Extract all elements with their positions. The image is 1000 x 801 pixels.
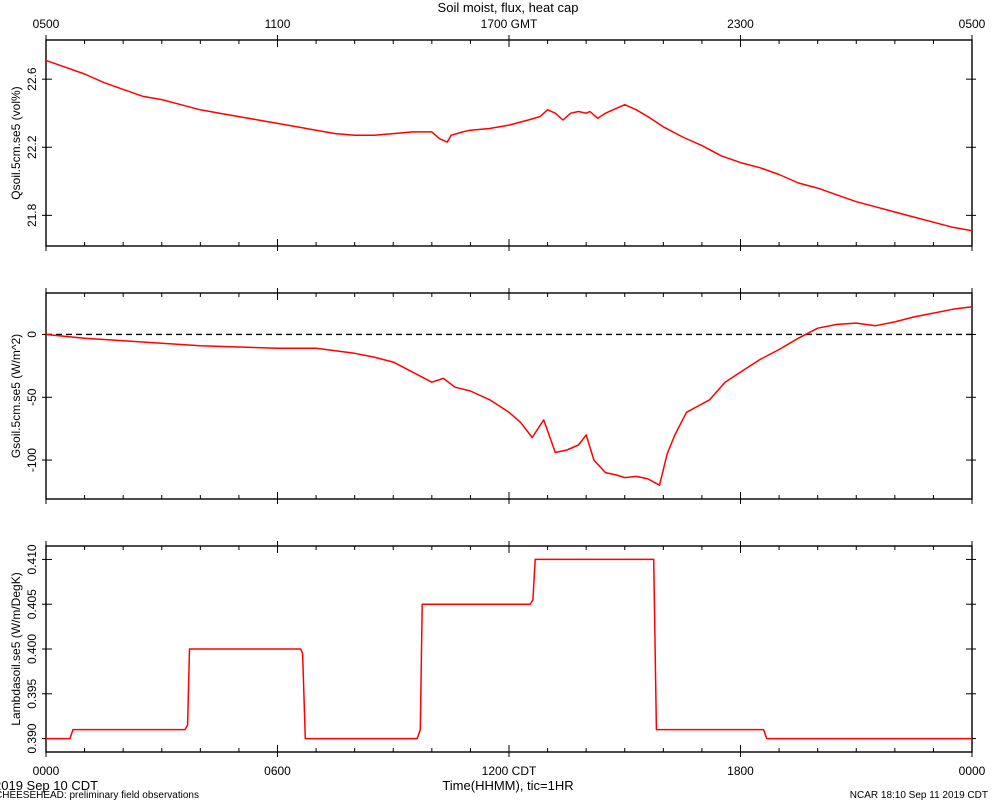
panel-3-ytick-label: 0.405	[25, 589, 39, 619]
panel-2-y-axis-label: Gsoil.5cm.se5 (W/m^2)	[9, 334, 23, 458]
top-axis-tick-label: 1700 GMT	[481, 17, 538, 31]
panel-1-ytick-label: 21.8	[25, 203, 39, 227]
panel-1-series-line	[45, 59, 973, 232]
panel-1-ytick-label: 22.2	[25, 135, 39, 159]
panel-2-ytick-label: 0	[25, 331, 39, 338]
top-axis-tick-label: 0500	[959, 17, 986, 31]
panel-2-frame	[45, 292, 973, 500]
footer-left: CHEESEHEAD: preliminary field observatio…	[0, 790, 199, 801]
panel-2-ytick-label: -50	[25, 388, 39, 406]
panel-3-frame	[45, 545, 973, 753]
panel-3-ytick-label: 0.395	[25, 678, 39, 708]
chart-title: Soil moist, flux, heat cap	[437, 0, 579, 15]
date-label: 2019 Sep 10 CDT	[0, 778, 99, 793]
panel-3-ytick-label: 0.410	[25, 544, 39, 574]
top-axis-tick-label: 2300	[727, 17, 754, 31]
top-axis-tick-label: 0500	[33, 17, 60, 31]
x-axis-label: Time(HHMM), tic=1HR	[442, 778, 574, 793]
footer-right: NCAR 18:10 Sep 11 2019 CDT	[849, 790, 988, 801]
bottom-axis-tick-label: 0000	[959, 764, 986, 778]
top-axis-tick-label: 1100	[265, 17, 291, 31]
panel-1-frame	[45, 39, 973, 247]
panel-3-series-line	[46, 558, 972, 740]
bottom-axis-tick-label: 1200 CDT	[482, 764, 537, 778]
bottom-axis-tick-label: 0000	[33, 764, 60, 778]
panel-1-ytick-label: 22.6	[25, 67, 39, 91]
bottom-axis-tick-label: 1800	[727, 764, 754, 778]
panel-2-series-line	[45, 306, 973, 486]
panel-3-ytick-label: 0.400	[25, 634, 39, 664]
panel-3-ytick-label: 0.390	[25, 723, 39, 753]
panel-3-y-axis-label: Lambdasoil.se5 (W/m/DegK)	[9, 572, 23, 725]
bottom-axis-tick-label: 0600	[264, 764, 291, 778]
panel-1-y-axis-label: Qsoil.5cm.se5 (vol%)	[9, 86, 23, 199]
panel-2-ytick-label: -100	[25, 448, 39, 472]
